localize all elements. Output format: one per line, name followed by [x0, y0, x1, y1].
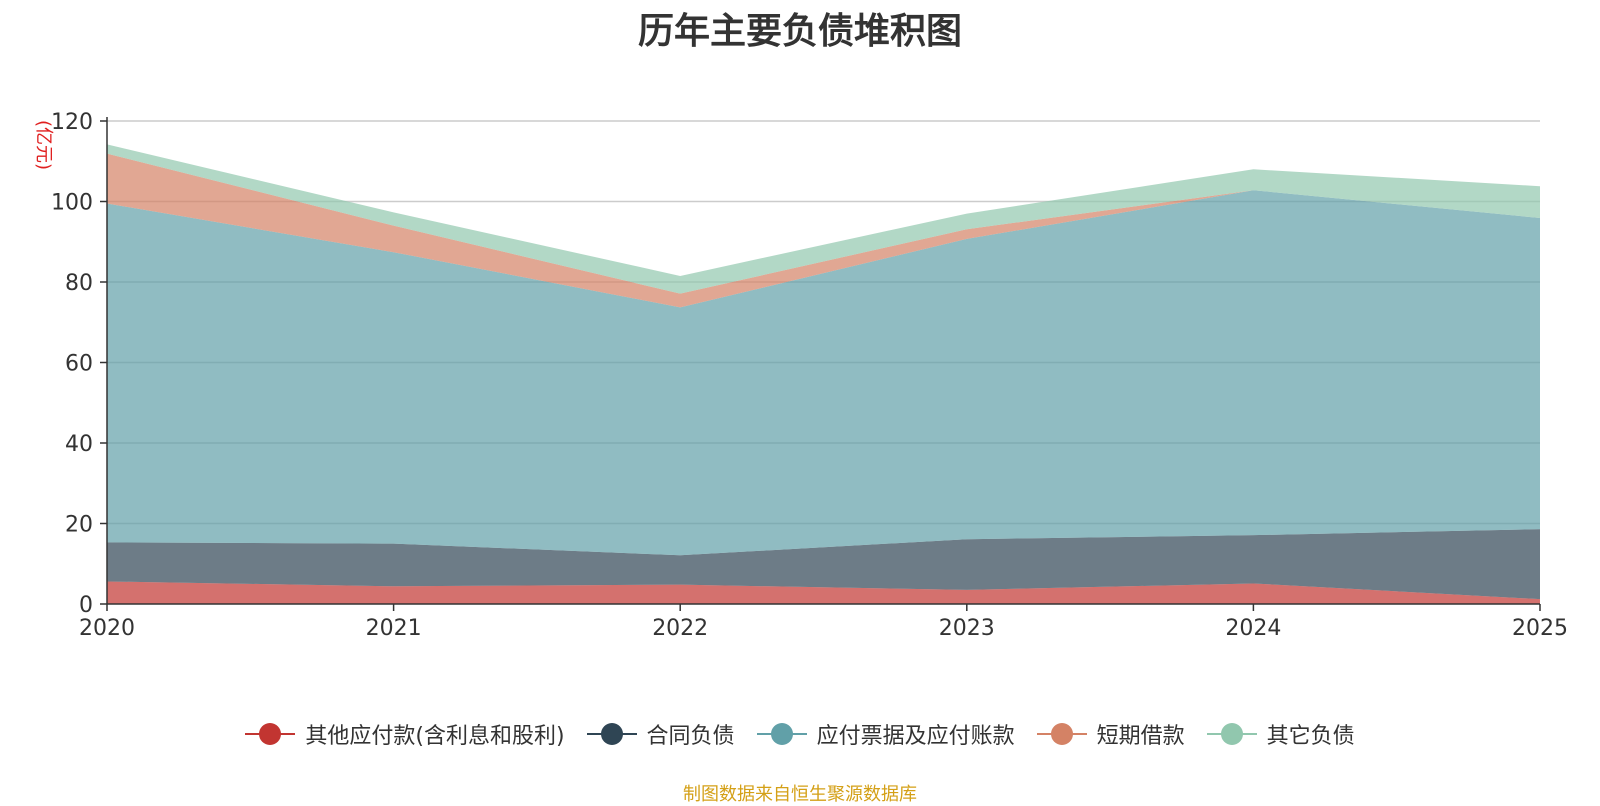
source-note: 制图数据来自恒生聚源数据库	[683, 784, 917, 805]
x-tick-label: 2020	[79, 616, 135, 641]
y-tick-label: 0	[79, 593, 93, 618]
legend: 其他应付款(含利息和股利) 合同负债 应付票据及应付账款 短期借款 其它负债	[0, 718, 1600, 750]
y-tick-label: 80	[65, 271, 93, 296]
area-series-4	[107, 144, 1540, 294]
y-tick-label: 20	[65, 513, 93, 538]
y-tick-label: 120	[51, 110, 93, 135]
legend-marker	[586, 722, 637, 746]
y-tick-label: 40	[65, 432, 93, 457]
area-series-1	[107, 529, 1540, 600]
legend-marker	[245, 722, 296, 746]
area-series-3	[107, 153, 1540, 308]
area-series	[107, 144, 1540, 604]
legend-marker	[756, 722, 807, 746]
legend-item-0[interactable]: 其他应付款(含利息和股利)	[245, 718, 565, 750]
legend-marker	[1206, 722, 1257, 746]
legend-item-4[interactable]: 其它负债	[1206, 718, 1355, 750]
y-axis-unit-label: (亿元)	[33, 120, 54, 170]
x-tick-label: 2023	[939, 616, 995, 641]
x-tick-label: 2021	[366, 616, 422, 641]
chart-title: 历年主要负债堆积图	[637, 11, 962, 52]
legend-label: 其它负债	[1266, 724, 1355, 749]
legend-item-1[interactable]: 合同负债	[586, 718, 735, 750]
x-tick-label: 2025	[1512, 616, 1568, 641]
y-tick-label: 60	[65, 352, 93, 377]
tick-labels: 0 20 40 60 80 100 120 2020 2021 2022 2023 2024 2025 (…	[33, 110, 1568, 641]
area-series-0	[107, 581, 1540, 604]
legend-label: 合同负债	[646, 724, 735, 749]
legend-item-3[interactable]: 短期借款	[1036, 718, 1185, 750]
y-tick-label: 100	[51, 191, 93, 216]
legend-label: 应付票据及应付账款	[816, 724, 1015, 749]
x-tick-label: 2022	[652, 616, 708, 641]
axes	[100, 117, 1541, 611]
legend-label: 短期借款	[1096, 724, 1185, 749]
legend-marker	[1036, 722, 1087, 746]
area-series-2	[107, 190, 1540, 556]
legend-label: 其他应付款(含利息和股利)	[305, 724, 565, 749]
x-tick-label: 2024	[1225, 616, 1281, 641]
legend-item-2[interactable]: 应付票据及应付账款	[756, 718, 1015, 750]
